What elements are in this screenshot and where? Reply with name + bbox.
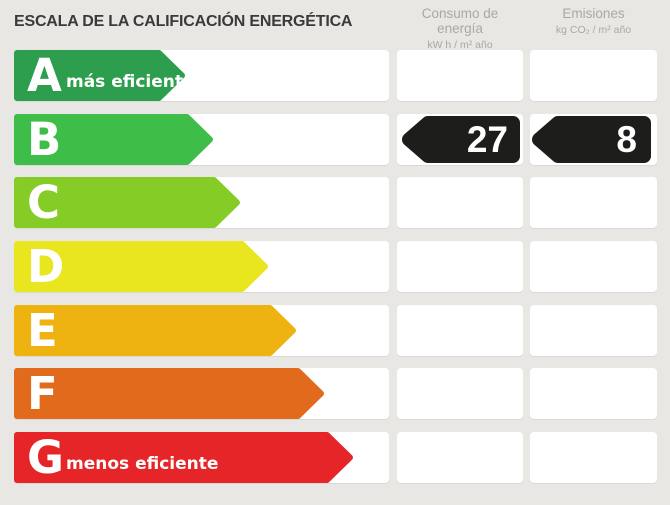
- consumo-units: kW h / m² año: [427, 39, 493, 51]
- rating-row-b: B 27 8: [0, 113, 670, 166]
- column-header-consumo: Consumo de energía kW h / m² año: [397, 6, 523, 51]
- rating-arrow-d: [14, 241, 268, 292]
- rating-letter: F: [27, 367, 58, 420]
- emisiones-cell: [530, 305, 657, 356]
- consumo-label: Consumo de energía: [421, 6, 499, 36]
- emisiones-label: Emisiones: [562, 6, 625, 21]
- rating-row-g: G menos eficiente: [0, 431, 670, 484]
- rating-arrow-e: [14, 305, 296, 356]
- consumo-cell: [397, 50, 523, 101]
- emisiones-value: 8: [616, 118, 637, 160]
- rating-arrow-a: [14, 50, 185, 101]
- emisiones-units: kg CO₂ / m² año: [555, 24, 632, 36]
- consumo-cell: [397, 241, 523, 292]
- rating-letter: G: [27, 431, 64, 484]
- emisiones-value-tag: 8: [532, 116, 651, 163]
- rating-row-f: F: [0, 367, 670, 420]
- emisiones-cell: [530, 50, 657, 101]
- rating-arrow-f: [14, 368, 324, 419]
- consumo-cell: [397, 432, 523, 483]
- rating-row-e: E: [0, 304, 670, 357]
- emisiones-cell: [530, 241, 657, 292]
- consumo-value-arrow-icon: [402, 116, 520, 163]
- rating-letter: C: [27, 176, 61, 229]
- rating-row-c: C: [0, 176, 670, 229]
- column-header-emisiones: Emisiones kg CO₂ / m² año: [530, 6, 657, 36]
- emisiones-value-arrow-icon: [532, 116, 651, 163]
- rating-row-a: A más eficiente: [0, 49, 670, 102]
- rating-row-d: D: [0, 240, 670, 293]
- emisiones-cell: [530, 432, 657, 483]
- rating-letter: E: [27, 304, 58, 357]
- emisiones-cell: [530, 368, 657, 419]
- rating-arrow-c: [14, 177, 240, 228]
- rating-arrow-b: [14, 114, 213, 165]
- consumo-cell: [397, 305, 523, 356]
- rating-arrow-g: [14, 432, 353, 483]
- efficiency-note-top: más eficiente: [66, 72, 195, 92]
- efficiency-note-bottom: menos eficiente: [66, 454, 219, 474]
- rating-letter: D: [27, 240, 65, 293]
- consumo-value-tag: 27: [402, 116, 520, 163]
- consumo-cell: [397, 177, 523, 228]
- consumo-value: 27: [466, 118, 508, 160]
- page-title: ESCALA DE LA CALIFICACIÓN ENERGÉTICA: [14, 13, 353, 30]
- consumo-cell: [397, 368, 523, 419]
- emisiones-cell: [530, 177, 657, 228]
- rating-letter: A: [27, 49, 62, 102]
- rating-letter: B: [27, 113, 62, 166]
